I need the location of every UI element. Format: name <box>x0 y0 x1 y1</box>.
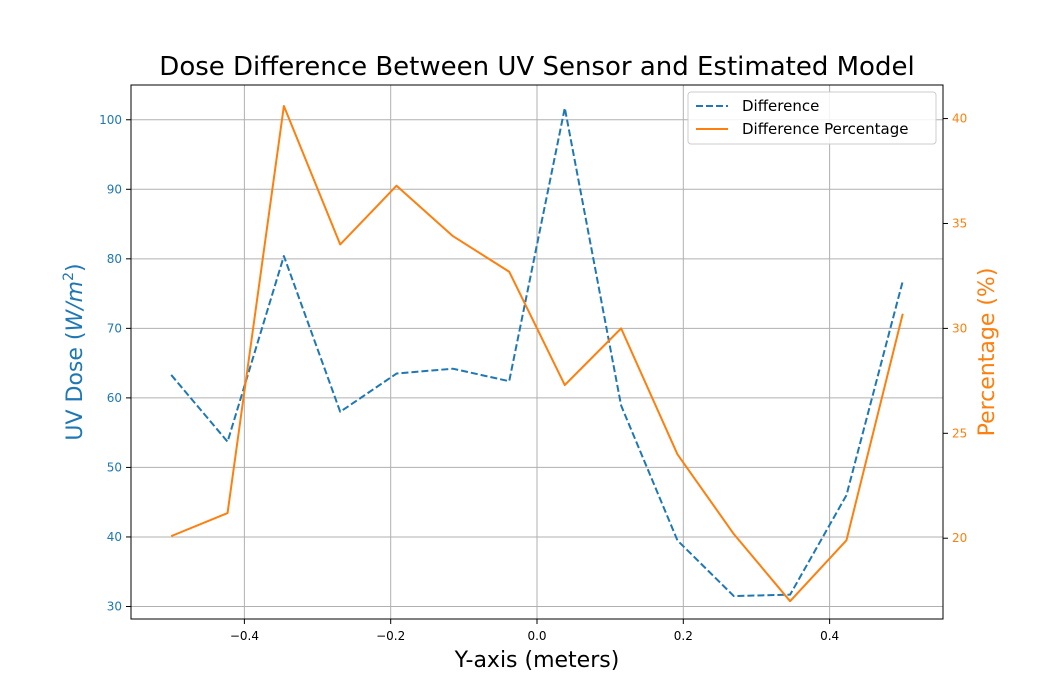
series-line-difference-percentage <box>170 104 904 603</box>
y-axis-left-label: UV Dose (W/m2) <box>61 263 88 440</box>
y-axis-left-label-text: UV Dose ( <box>63 332 88 441</box>
x-axis-label: Y-axis (meters) <box>454 648 620 673</box>
y-right-tick-label: 20 <box>952 531 967 545</box>
legend-label-difference: Difference <box>742 97 819 115</box>
y-right-tick-label: 25 <box>952 426 967 440</box>
legend-label-difference-percentage: Difference Percentage <box>742 120 908 138</box>
ticks: −0.4 −0.2 0.0 0.2 0.4 30 40 50 60 70 80 90 100 20 25 30… <box>99 112 967 643</box>
series-line-difference <box>170 106 904 598</box>
y-left-tick-label: 70 <box>107 321 122 335</box>
y-right-tick-label: 35 <box>952 216 967 230</box>
y-left-tick-label: 50 <box>107 460 122 474</box>
chart-title: Dose Difference Between UV Sensor and Es… <box>159 52 914 82</box>
legend-box <box>687 91 937 145</box>
y-left-tick-label: 40 <box>107 530 122 544</box>
y-left-tick-label: 60 <box>107 391 122 405</box>
y-axis-right-label: Percentage (%) <box>975 268 1000 437</box>
y-axis-left-label-exponent: 2 <box>61 272 77 281</box>
x-tick-label: −0.2 <box>376 629 405 643</box>
y-right-tick-label: 40 <box>952 112 967 126</box>
y-left-tick-label: 90 <box>107 182 122 196</box>
y-left-tick-label: 100 <box>99 113 122 127</box>
x-tick-label: 0.0 <box>527 629 546 643</box>
legend: Difference Difference Percentage <box>687 91 937 145</box>
y-left-tick-label: 30 <box>107 599 122 613</box>
x-tick-label: 0.2 <box>674 629 693 643</box>
y-left-tick-label: 80 <box>107 252 122 266</box>
x-tick-label: 0.4 <box>820 629 839 643</box>
x-tick-label: −0.4 <box>230 629 259 643</box>
y-axis-left-label-unit: W/m <box>63 281 88 332</box>
y-axis-left-label-close: ) <box>63 263 88 272</box>
y-right-tick-label: 30 <box>952 321 967 335</box>
plot-series <box>170 104 904 603</box>
